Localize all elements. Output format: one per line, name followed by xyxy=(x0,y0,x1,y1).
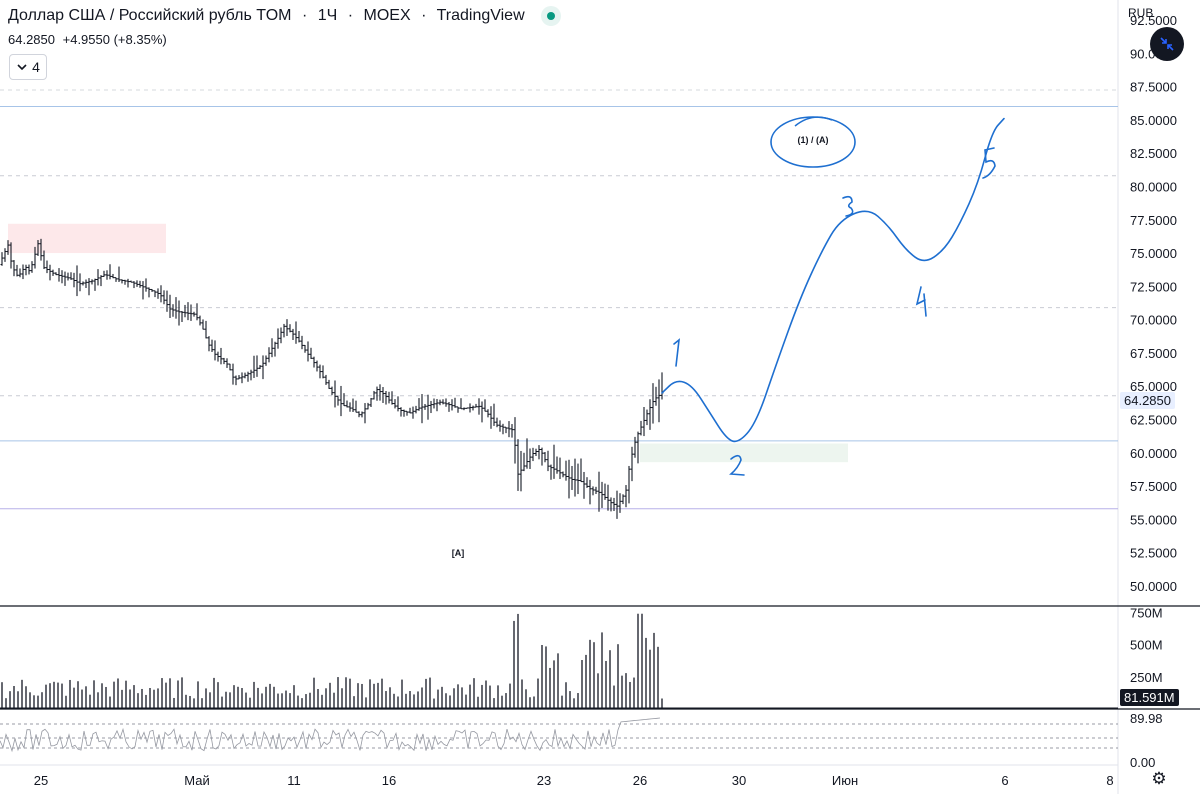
time-tick-label: 25 xyxy=(34,773,48,788)
price-tick-label: 60.0000 xyxy=(1130,446,1177,461)
price-tick-label: 92.5000 xyxy=(1130,13,1177,28)
wave-circle-stroke xyxy=(794,116,833,127)
price-tick-label: 55.0000 xyxy=(1130,512,1177,527)
volume-tick-label: 250M xyxy=(1130,670,1163,685)
forecast-wave-path xyxy=(661,117,1005,443)
time-tick-label: 30 xyxy=(732,773,746,788)
price-tick-label: 50.0000 xyxy=(1130,579,1177,594)
wave-number-3 xyxy=(842,195,854,217)
support-zone xyxy=(640,443,848,463)
time-tick-label: Май xyxy=(184,773,209,788)
price-tick-label: 85.0000 xyxy=(1130,113,1177,128)
price-tick-label: 57.5000 xyxy=(1130,479,1177,494)
last-price-tag: 64.2850 xyxy=(1120,392,1175,409)
price-tick-label: 87.5000 xyxy=(1130,80,1177,95)
indicators-toggle-button[interactable]: 4 xyxy=(9,54,47,80)
price-tick-label: 72.5000 xyxy=(1130,279,1177,294)
gear-icon[interactable]: ⚙ xyxy=(1151,769,1167,788)
time-tick-label: Июн xyxy=(832,773,858,788)
collapse-arrows-icon xyxy=(1160,37,1174,51)
time-tick-label: 11 xyxy=(287,773,301,788)
price-tick-label: 62.5000 xyxy=(1130,413,1177,428)
wave-number-4 xyxy=(915,286,927,317)
wave-number-1 xyxy=(673,338,681,367)
time-tick-label: 26 xyxy=(633,773,647,788)
chart-header: Доллар США / Российский рубль TOM · 1Ч ·… xyxy=(8,6,567,26)
exchange-label: MOEX xyxy=(363,7,411,25)
price-tick-label: 82.5000 xyxy=(1130,146,1177,161)
volume-value-tag: 81.591M xyxy=(1120,689,1179,706)
market-open-icon xyxy=(541,6,562,26)
price-tick-label: 52.5000 xyxy=(1130,546,1177,561)
osc-zero-label: 0.00 xyxy=(1130,755,1156,770)
chevron-down-icon xyxy=(17,64,27,71)
currency-label[interactable]: RUB xyxy=(1128,6,1154,20)
price-tick-label: 77.5000 xyxy=(1130,213,1177,228)
fullscreen-button[interactable] xyxy=(1150,27,1184,61)
price-tick-label: 70.0000 xyxy=(1130,313,1177,328)
price-tick-label: 67.5000 xyxy=(1130,346,1177,361)
interval-label[interactable]: 1Ч xyxy=(317,7,338,25)
osc-value-tag: 89.98 xyxy=(1130,711,1163,726)
price-tick-label: 75.0000 xyxy=(1130,246,1177,261)
wave-number-5 xyxy=(982,147,996,179)
quote-price: 64.2850 xyxy=(8,32,55,47)
symbol-title[interactable]: Доллар США / Российский рубль TOM xyxy=(8,7,292,25)
wave-label[interactable]: (1) / (A) xyxy=(798,135,829,145)
quote-change: +4.9550 (+8.35%) xyxy=(62,32,167,47)
indicators-count: 4 xyxy=(32,59,40,75)
dot-sep: · xyxy=(421,7,427,25)
volume-tick-label: 750M xyxy=(1130,605,1163,620)
time-tick-label: 16 xyxy=(382,773,396,788)
quote-line: 64.2850 +4.9550 (+8.35%) xyxy=(8,32,167,47)
oscillator-line xyxy=(0,717,661,753)
time-tick-label: 23 xyxy=(537,773,551,788)
price-tick-label: 80.0000 xyxy=(1130,179,1177,194)
time-tick-label: 8 xyxy=(1106,773,1113,788)
resistance-zone xyxy=(8,223,166,254)
price-tick-label: 65.0000 xyxy=(1130,379,1177,394)
volume-tick-label: 500M xyxy=(1130,638,1163,653)
source-label: TradingView xyxy=(436,7,525,25)
time-tick-label: 6 xyxy=(1001,773,1008,788)
dot-sep: · xyxy=(347,7,354,25)
bracket-label[interactable]: [A] xyxy=(452,548,465,558)
wave-number-2 xyxy=(729,454,745,476)
dot-sep: · xyxy=(301,7,308,25)
